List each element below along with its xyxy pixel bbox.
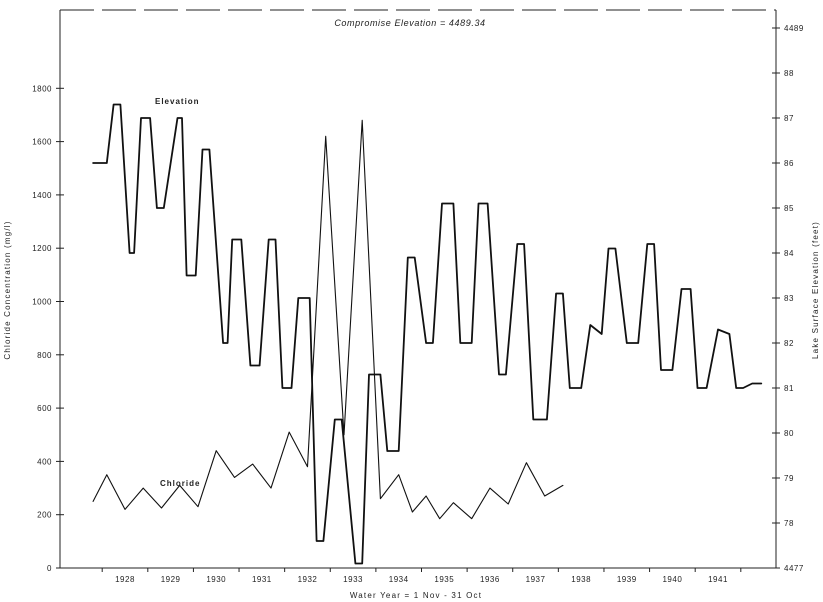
chloride-series-label: Chloride — [160, 479, 200, 488]
x-tick-label: 1933 — [343, 575, 363, 584]
x-tick-label: 1939 — [617, 575, 637, 584]
left-tick-label: 1600 — [32, 138, 52, 147]
right-tick-label: 87 — [784, 114, 794, 123]
chloride-line — [92, 119, 564, 520]
x-tick-label: 1941 — [708, 575, 728, 584]
right-tick-label: 86 — [784, 159, 794, 168]
x-tick-label: 1929 — [161, 575, 181, 584]
left-axis: 0 200 400 600 800 1000 1200 1400 1600 1800 — [32, 84, 64, 573]
x-tick-label: 1934 — [389, 575, 409, 584]
right-tick-label: 82 — [784, 339, 794, 348]
left-tick-label: 0 — [47, 564, 52, 573]
right-tick-label: 88 — [784, 69, 794, 78]
right-tick-label: 4477 — [784, 564, 804, 573]
left-tick-label: 1800 — [32, 84, 52, 93]
left-tick-label: 200 — [37, 511, 52, 520]
elevation-line — [92, 103, 763, 565]
right-tick-label: 80 — [784, 429, 794, 438]
series-layer — [92, 103, 763, 565]
right-tick-label: 78 — [784, 519, 794, 528]
left-tick-label: 1200 — [32, 244, 52, 253]
x-tick-label: 1930 — [206, 575, 226, 584]
left-tick-label: 1400 — [32, 191, 52, 200]
left-axis-title: Chloride Concentration (mg/l) — [3, 220, 12, 359]
x-axis: 1928 1929 1930 1931 1932 1933 1934 1935 1936 1937… — [101, 568, 742, 584]
right-axis: 4477 78 79 80 81 82 83 84 85 86 87 88 4489 — [772, 24, 804, 573]
elevation-series-label: Elevation — [155, 97, 200, 106]
right-tick-label: 83 — [784, 294, 794, 303]
left-tick-label: 600 — [37, 404, 52, 413]
x-tick-label: 1937 — [526, 575, 546, 584]
right-axis-title: Lake Surface Elevation (feet) — [811, 221, 820, 359]
left-tick-label: 800 — [37, 351, 52, 360]
compromise-annotation: Compromise Elevation = 4489.34 — [334, 18, 485, 28]
x-tick-label: 1928 — [115, 575, 135, 584]
x-tick-label: 1935 — [434, 575, 454, 584]
x-tick-label: 1938 — [571, 575, 591, 584]
left-tick-label: 400 — [37, 457, 52, 466]
right-tick-label: 84 — [784, 249, 794, 258]
x-axis-title: Water Year = 1 Nov - 31 Oct — [350, 591, 482, 600]
left-tick-label: 1000 — [32, 298, 52, 307]
right-tick-label: 85 — [784, 204, 794, 213]
right-tick-label: 4489 — [784, 24, 804, 33]
x-tick-label: 1936 — [480, 575, 500, 584]
right-tick-label: 81 — [784, 384, 794, 393]
chart-frame — [59, 9, 777, 569]
x-tick-label: 1932 — [298, 575, 318, 584]
x-tick-label: 1931 — [252, 575, 272, 584]
right-tick-label: 79 — [784, 474, 794, 483]
x-tick-label: 1940 — [662, 575, 682, 584]
